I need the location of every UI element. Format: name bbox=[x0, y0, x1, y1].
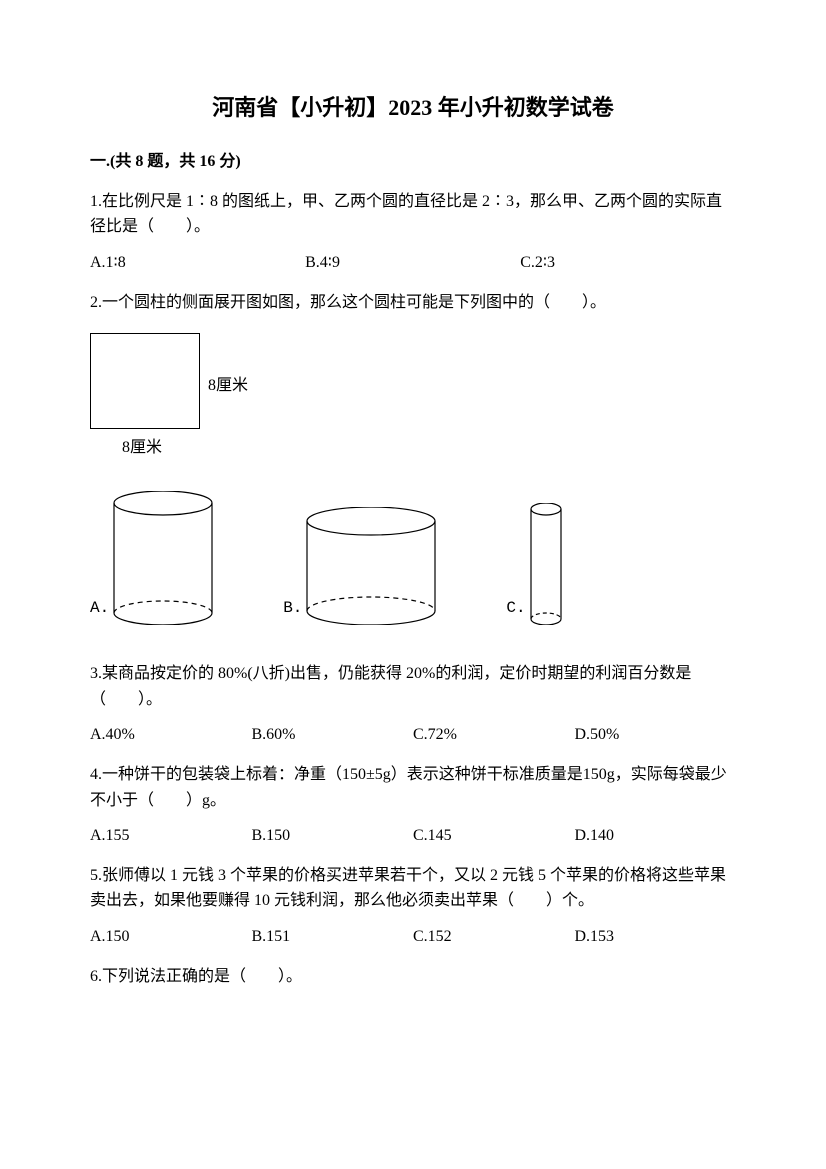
q1-options: A.1∶8 B.4∶9 C.2∶3 bbox=[90, 250, 736, 276]
q5-opt-b: B.151 bbox=[252, 924, 414, 950]
q2-cylinder-b: B. bbox=[283, 507, 436, 625]
q5-options: A.150 B.151 C.152 D.153 bbox=[90, 924, 736, 950]
q1-stem: 1.在比例尺是 1∶8 的图纸上，甲、乙两个圆的直径比是 2∶3，那么甲、乙两个… bbox=[90, 189, 736, 240]
q4-opt-b: B.150 bbox=[252, 823, 414, 849]
q2-square-diagram: 8厘米 8厘米 bbox=[90, 333, 736, 463]
q4-opt-a: A.155 bbox=[90, 823, 252, 849]
cylinder-c-icon bbox=[530, 503, 562, 625]
cylinder-b-icon bbox=[306, 507, 436, 625]
q5-opt-d: D.153 bbox=[575, 924, 737, 950]
q4-opt-d: D.140 bbox=[575, 823, 737, 849]
square-label-right: 8厘米 bbox=[208, 373, 248, 399]
q3-stem: 3.某商品按定价的 80%(八折)出售，仍能获得 20%的利润，定价时期望的利润… bbox=[90, 661, 736, 712]
question-1: 1.在比例尺是 1∶8 的图纸上，甲、乙两个圆的直径比是 2∶3，那么甲、乙两个… bbox=[90, 189, 736, 276]
section-1-header: 一.(共 8 题，共 16 分) bbox=[90, 149, 736, 175]
q3-options: A.40% B.60% C.72% D.50% bbox=[90, 722, 736, 748]
q3-opt-d: D.50% bbox=[575, 722, 737, 748]
q2-cylinder-options: A. B. C. bbox=[90, 491, 736, 625]
q5-stem: 5.张师傅以 1 元钱 3 个苹果的价格买进苹果若干个，又以 2 元钱 5 个苹… bbox=[90, 863, 736, 914]
q3-opt-b: B.60% bbox=[252, 722, 414, 748]
q3-opt-c: C.72% bbox=[413, 722, 575, 748]
q4-options: A.155 B.150 C.145 D.140 bbox=[90, 823, 736, 849]
q2-stem: 2.一个圆柱的侧面展开图如图，那么这个圆柱可能是下列图中的（ ）。 bbox=[90, 290, 736, 316]
page-title: 河南省【小升初】2023 年小升初数学试卷 bbox=[90, 90, 736, 125]
cylinder-a-icon bbox=[113, 491, 213, 625]
q4-opt-c: C.145 bbox=[413, 823, 575, 849]
q5-opt-a: A.150 bbox=[90, 924, 252, 950]
q2-cylinder-a: A. bbox=[90, 491, 213, 625]
question-3: 3.某商品按定价的 80%(八折)出售，仍能获得 20%的利润，定价时期望的利润… bbox=[90, 661, 736, 748]
q4-stem: 4.一种饼干的包装袋上标着：净重（150±5g）表示这种饼干标准质量是150g，… bbox=[90, 762, 736, 813]
q6-stem: 6.下列说法正确的是（ ）。 bbox=[90, 964, 736, 990]
q1-opt-c: C.2∶3 bbox=[520, 250, 735, 276]
q3-opt-a: A.40% bbox=[90, 722, 252, 748]
q2-cylinder-c: C. bbox=[506, 503, 561, 625]
q2-opt-b-label: B. bbox=[283, 596, 302, 622]
question-4: 4.一种饼干的包装袋上标着：净重（150±5g）表示这种饼干标准质量是150g，… bbox=[90, 762, 736, 849]
square-label-bottom: 8厘米 bbox=[122, 435, 162, 461]
q1-opt-a: A.1∶8 bbox=[90, 250, 305, 276]
q5-opt-c: C.152 bbox=[413, 924, 575, 950]
square-shape bbox=[90, 333, 200, 429]
question-6: 6.下列说法正确的是（ ）。 bbox=[90, 964, 736, 990]
q2-opt-a-label: A. bbox=[90, 596, 109, 622]
q2-opt-c-label: C. bbox=[506, 596, 525, 622]
question-2: 2.一个圆柱的侧面展开图如图，那么这个圆柱可能是下列图中的（ ）。 8厘米 8厘… bbox=[90, 290, 736, 626]
question-5: 5.张师傅以 1 元钱 3 个苹果的价格买进苹果若干个，又以 2 元钱 5 个苹… bbox=[90, 863, 736, 950]
q1-opt-b: B.4∶9 bbox=[305, 250, 520, 276]
